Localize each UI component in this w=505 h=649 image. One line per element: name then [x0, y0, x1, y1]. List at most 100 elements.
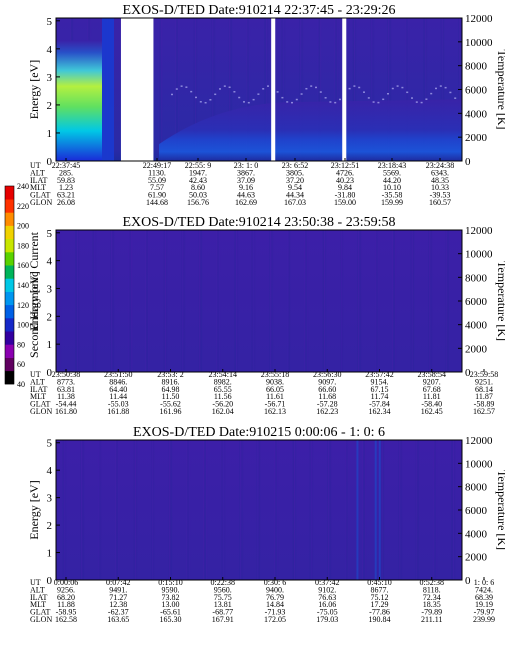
spectrogram-texture [431, 230, 433, 372]
y-tick-label: 1 [47, 128, 53, 140]
spectrogram-texture [413, 230, 415, 372]
ephemeris-value: 66.05 [266, 385, 284, 394]
ephemeris-row-label: GLAT [30, 400, 51, 409]
ephemeris-value: 1947. [189, 168, 207, 177]
y-tick-label: 4 [47, 465, 53, 477]
ephemeris-value: 161.80 [55, 407, 77, 416]
ephemeris-value: -79.97 [474, 608, 495, 617]
spectrogram-texture [360, 230, 362, 372]
spectrogram-texture [410, 230, 412, 372]
spectrogram-texture [272, 230, 274, 372]
y2-tick-label: 2000 [465, 552, 488, 564]
spectrogram-texture [434, 440, 436, 580]
spectrogram-texture [235, 230, 237, 372]
spectrogram-peak-dot [291, 101, 293, 104]
spectrogram-texture [193, 18, 195, 161]
y2-tick-label: 6000 [465, 85, 488, 97]
spectrogram-peak-dot [444, 86, 447, 89]
spectrogram-texture [309, 440, 311, 580]
spectrogram-texture [118, 440, 120, 580]
spectrogram-texture [98, 440, 100, 580]
spectrogram-texture [218, 230, 220, 372]
spectrogram-texture [204, 440, 206, 580]
ephemeris-row-label: GLON [30, 407, 52, 416]
spectrogram-texture [94, 230, 96, 372]
ephemeris-row-label: GLAT [30, 608, 51, 617]
spectrogram-peak-dot [238, 96, 241, 99]
spectrogram-texture [429, 230, 431, 372]
spectrogram-texture [230, 18, 232, 161]
spectrogram-texture [113, 230, 115, 372]
spectrogram-texture [228, 18, 230, 161]
spectrogram-texture [311, 440, 313, 580]
y-tick-label: 0 [47, 575, 53, 587]
ephemeris-value: -58.89 [474, 400, 495, 409]
spectrogram-peak-dot [228, 86, 231, 89]
y2-axis-label: Temperature [K] [495, 470, 505, 550]
y-tick-label: 0 [47, 156, 53, 168]
spectrogram-peak-dot [175, 88, 178, 90]
spectrogram-texture [426, 18, 428, 161]
ephemeris-value: 68.39 [475, 593, 493, 602]
ephemeris-value: 9207. [423, 377, 441, 386]
spectrogram-texture [181, 230, 183, 372]
spectrogram-texture [433, 440, 435, 580]
y-tick-label: 5 [47, 16, 53, 28]
ephemeris-value: 23:58:54 [418, 370, 446, 379]
spectrogram-texture [289, 230, 291, 372]
spectrogram-peak-dot [411, 97, 413, 99]
ephemeris-value: 11.44 [109, 392, 127, 401]
ephemeris-value: 8982. [214, 377, 232, 386]
ephemeris-value: 23:24:38 [426, 161, 454, 170]
ephemeris-value: -56.20 [212, 400, 233, 409]
ephemeris-value: -31.80 [335, 191, 356, 200]
spectrogram-texture [352, 18, 354, 161]
spectrogram-texture [347, 440, 349, 580]
ephemeris-value: 0:45:10 [367, 578, 391, 587]
spectrogram-panel-2: EXOS-D/TED Date:910214 23:50:38 - 23:59:… [27, 215, 505, 416]
ephemeris-value: 11.81 [423, 392, 441, 401]
ephemeris-value: 11.87 [475, 392, 493, 401]
spectrogram-peak-dot [199, 101, 202, 103]
spectrogram-texture [276, 440, 278, 580]
spectrogram-texture [452, 440, 454, 580]
ephemeris-value: 3867. [237, 168, 255, 177]
ephemeris-value: 162.57 [473, 407, 495, 416]
y2-tick-label: 6000 [465, 296, 488, 308]
spectrogram-texture [408, 18, 410, 161]
spectrogram-peak-dot [372, 101, 375, 103]
ephemeris-value: 48.35 [431, 176, 449, 185]
y-tick-label: 3 [47, 283, 53, 295]
spectrogram-texture [146, 230, 148, 372]
ephemeris-value: 22:49:17 [143, 161, 171, 170]
spectrogram-texture [168, 440, 170, 580]
spectrogram-texture [170, 440, 172, 580]
ephemeris-row-label: ALT [30, 585, 45, 594]
ephemeris-value: 0:30: 6 [264, 578, 286, 587]
spectrogram-peak-dot [449, 91, 452, 94]
spectrogram-texture [447, 230, 449, 372]
spectrogram-texture [346, 440, 348, 580]
spectrogram-peak-dot [247, 101, 250, 104]
spectrogram-peak-dot [180, 85, 183, 87]
spectrogram-texture [446, 230, 448, 372]
ephemeris-row-label: MLT [30, 392, 46, 401]
spectrogram-texture [151, 440, 153, 580]
spectrogram-peak-dot [435, 87, 437, 90]
spectrogram-texture [221, 440, 223, 580]
colorbar-frame [4, 185, 15, 385]
spectrogram-peak-dot [401, 86, 404, 89]
ephemeris-value: 14.84 [266, 600, 284, 609]
colorbar-tick-label: 120 [17, 301, 29, 310]
spectrogram-texture [77, 230, 79, 372]
spectrogram-texture [288, 230, 290, 372]
ephemeris-row-label: GLON [30, 198, 52, 207]
ephemeris-value: 211.11 [421, 615, 442, 624]
spectrogram-texture [399, 440, 401, 580]
spectrogram-texture [317, 18, 319, 161]
spectrogram-texture [152, 440, 154, 580]
spectrogram-texture [364, 440, 366, 580]
spectrogram-texture [258, 440, 260, 580]
spectrogram-texture [365, 440, 367, 580]
